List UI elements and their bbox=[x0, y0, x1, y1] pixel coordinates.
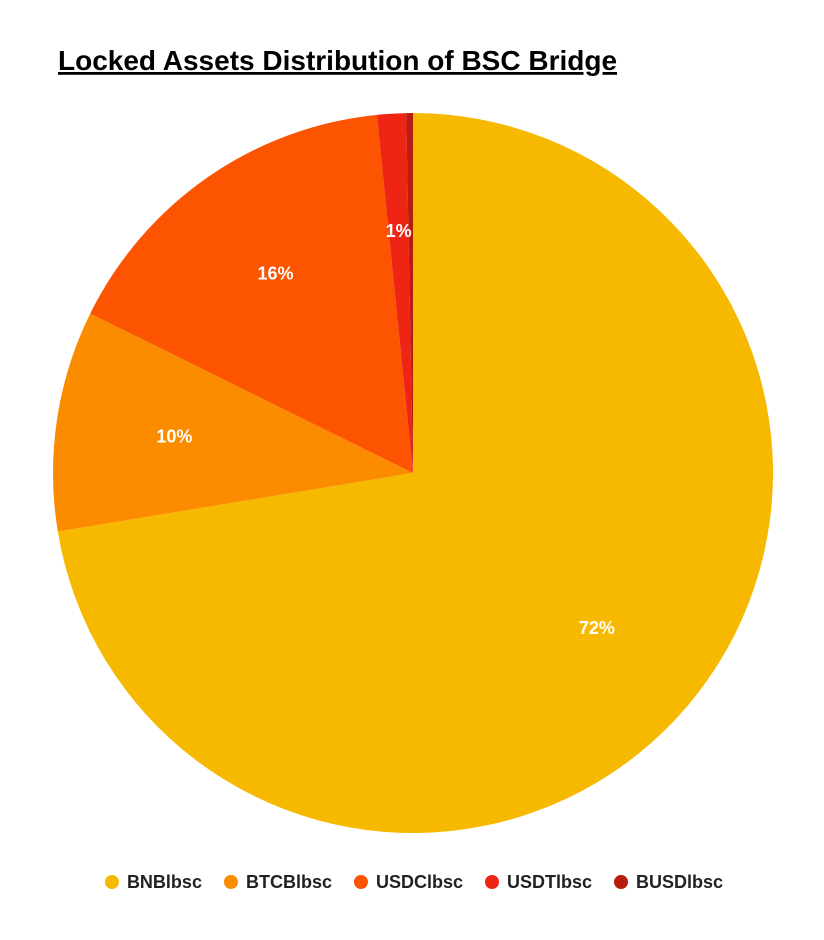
slice-label: 72% bbox=[579, 618, 615, 638]
legend-label: BUSDlbsc bbox=[636, 872, 723, 892]
legend-marker bbox=[223, 875, 238, 889]
legend-label: USDClbsc bbox=[376, 872, 463, 892]
pie-slice bbox=[53, 313, 414, 532]
legend-marker bbox=[104, 875, 119, 889]
slice-label: 1% bbox=[386, 221, 412, 241]
legend-marker bbox=[353, 875, 368, 889]
legend-label: USDTlbsc bbox=[507, 872, 592, 892]
pie-slice bbox=[57, 113, 774, 833]
pie-slice bbox=[376, 113, 413, 473]
slice-label: 16% bbox=[258, 264, 294, 284]
chart-title: Locked Assets Distribution of BSC Bridge bbox=[58, 45, 617, 76]
legend-label: BTCBlbsc bbox=[246, 872, 332, 892]
pie-slice bbox=[406, 113, 413, 473]
legend-marker bbox=[485, 875, 499, 889]
slice-label: 10% bbox=[156, 426, 192, 446]
pie-slice bbox=[90, 114, 413, 474]
legend-marker bbox=[614, 875, 629, 889]
legend-label: BNBlbsc bbox=[127, 872, 202, 892]
